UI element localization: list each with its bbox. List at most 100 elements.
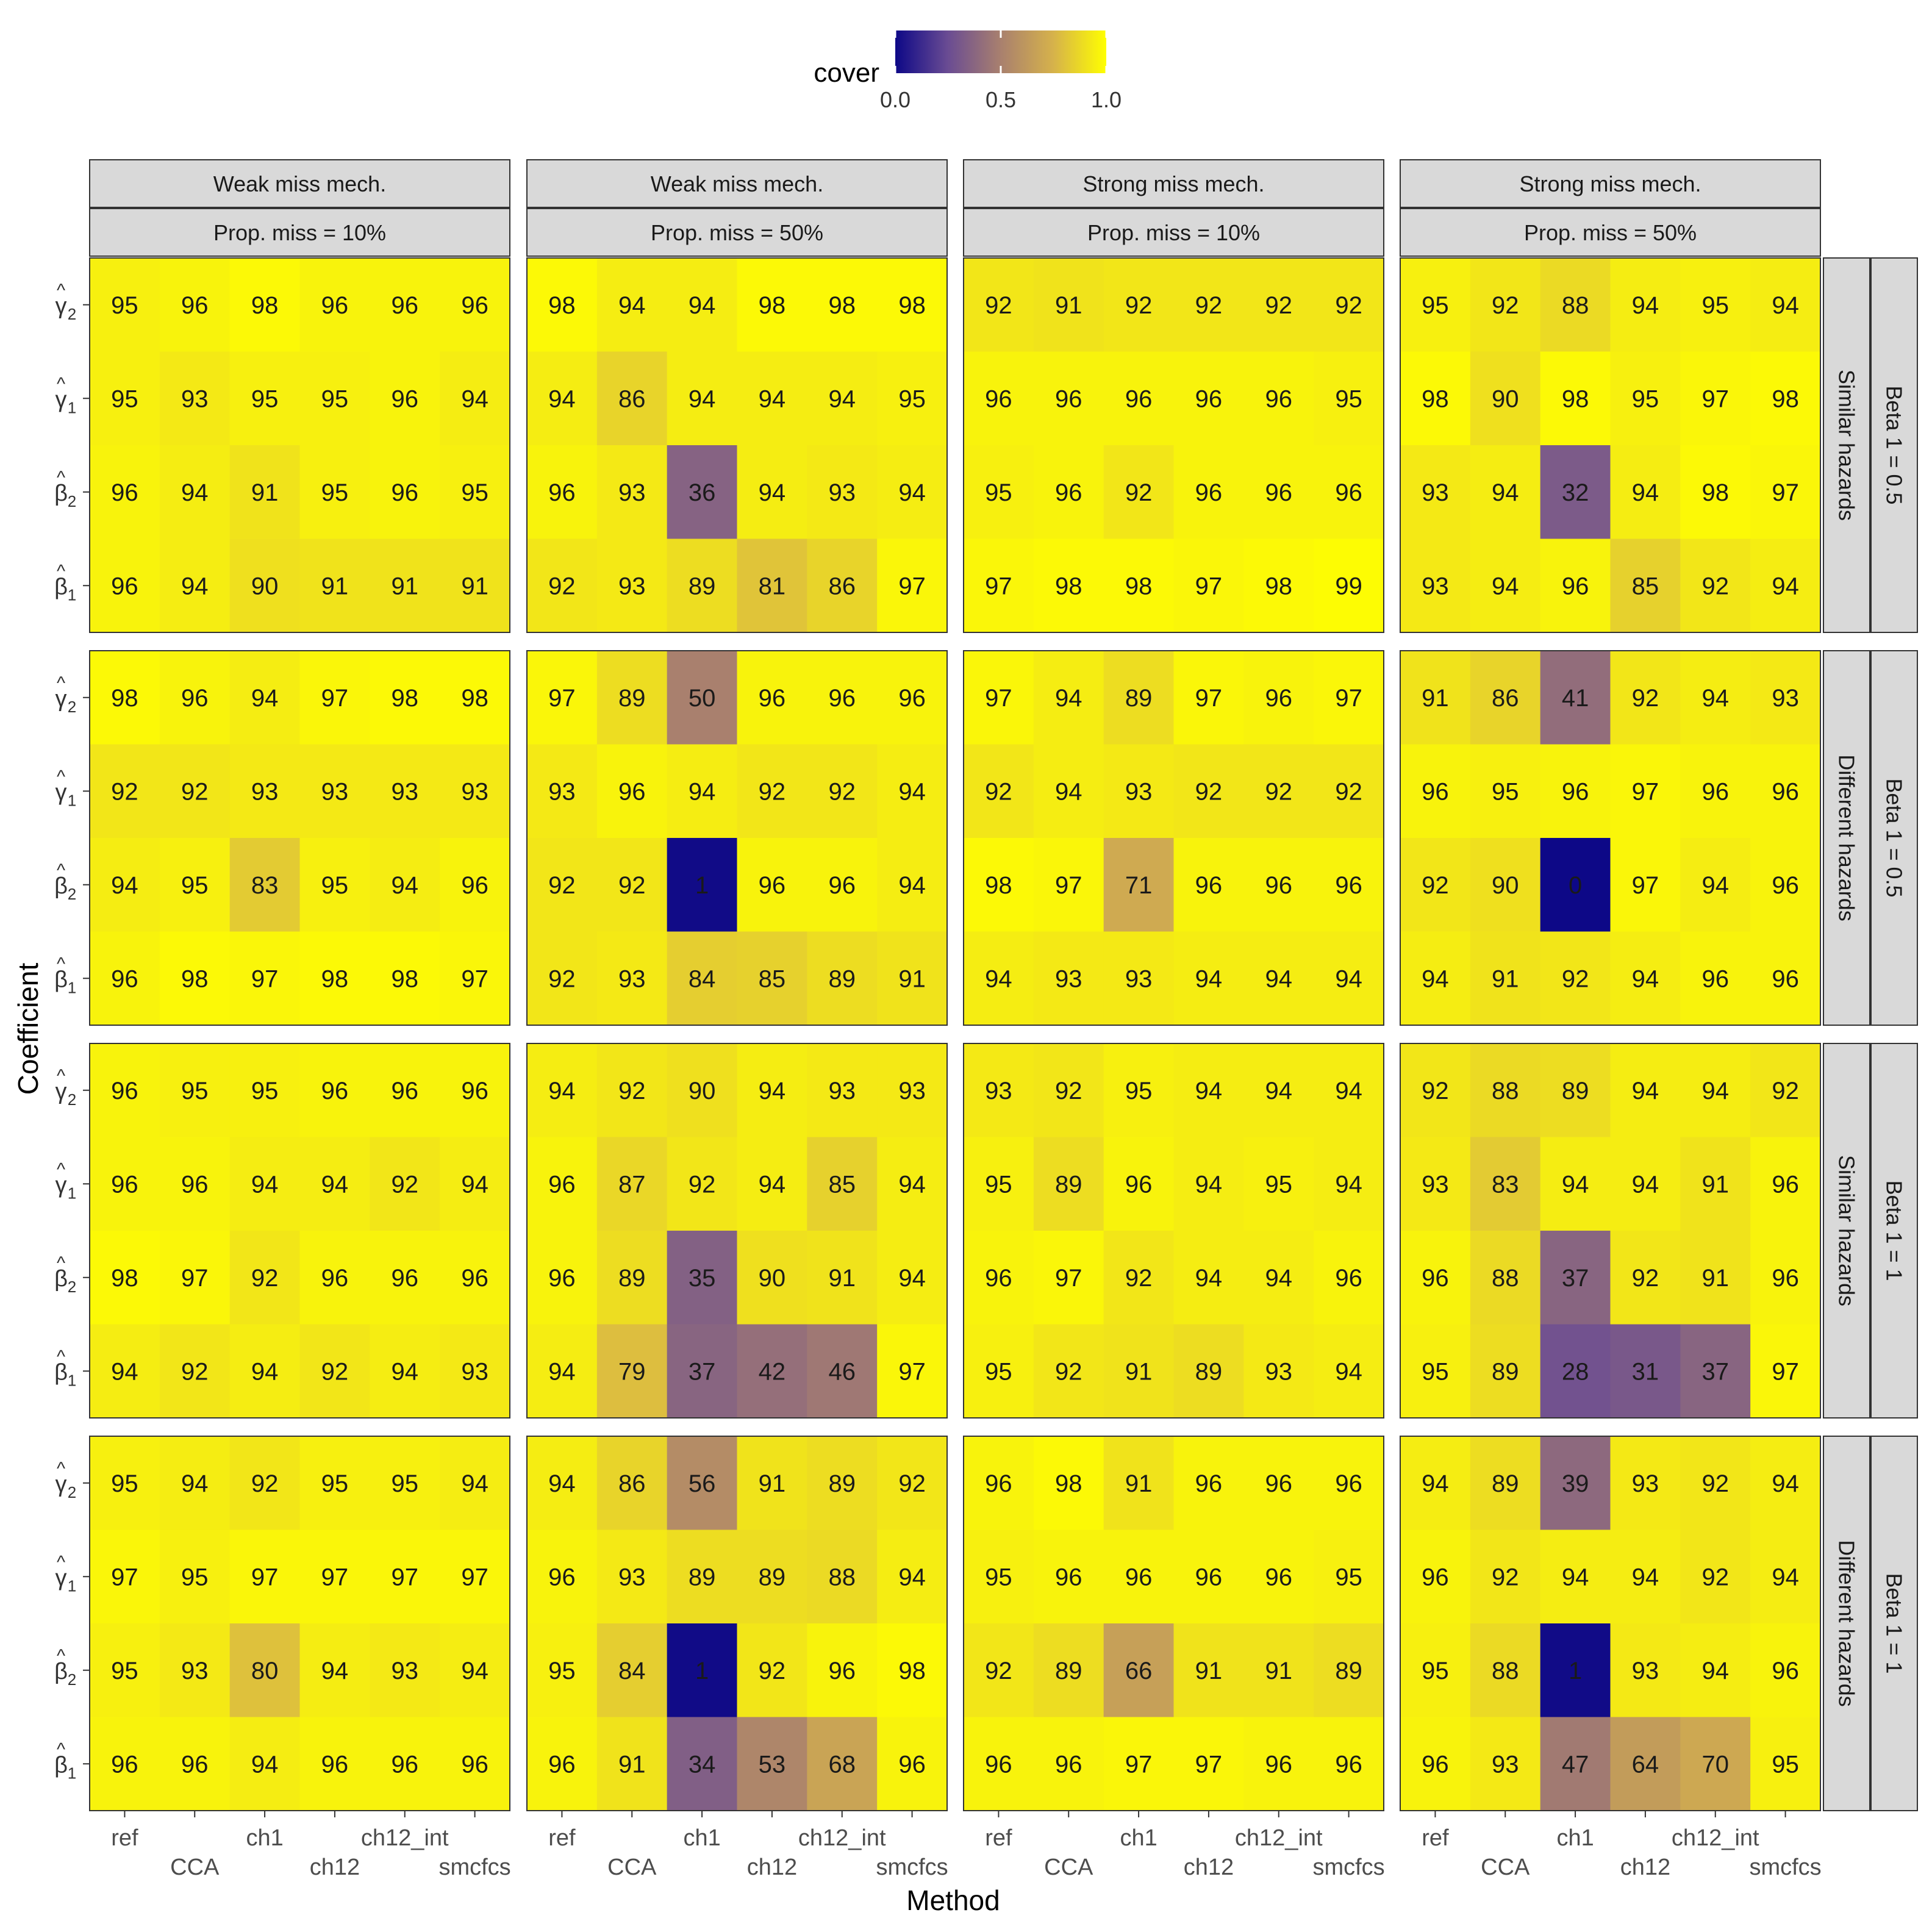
heatmap-cell — [1243, 1623, 1314, 1717]
heatmap-cell — [229, 1137, 300, 1231]
heatmap-cell — [229, 1623, 300, 1717]
heatmap-panel: 94 89 39 93 92 94 96 92 94 94 92 94 95 88 1 93 94 96 96 93 4… — [1400, 1436, 1821, 1811]
cell-value-label: 93 — [1125, 778, 1153, 805]
cell-value-label: 94 — [251, 685, 279, 712]
y-tick-label-subscript: 2 — [68, 698, 76, 716]
heatmap-cell — [1314, 1436, 1384, 1530]
cell-value-label: 93 — [461, 778, 488, 805]
column-strip-mech-label: Strong miss mech. — [1519, 171, 1701, 196]
y-axis-title: Coefficient — [12, 963, 44, 1095]
heatmap-cell — [964, 1436, 1034, 1530]
x-tick-label: ch12 — [310, 1855, 360, 1880]
cell-value-label: 93 — [829, 1078, 856, 1104]
legend-title: cover — [814, 58, 879, 88]
cell-value-label: 94 — [898, 1564, 926, 1590]
heatmap-cell — [1173, 1043, 1244, 1137]
heatmap-cell — [877, 351, 948, 446]
cell-value-label: 89 — [1562, 1078, 1589, 1104]
heatmap-cell — [1173, 1717, 1244, 1811]
cell-value-label: 97 — [1195, 685, 1223, 712]
cell-value-label: 96 — [111, 1751, 138, 1778]
heatmap-cell — [1540, 1231, 1611, 1325]
heatmap-cell — [1750, 651, 1821, 745]
cell-value-label: 94 — [1702, 872, 1730, 899]
cell-value-label: 95 — [321, 385, 349, 412]
heatmap-cell — [1750, 1137, 1821, 1231]
cell-value-label: 95 — [1335, 385, 1362, 412]
heatmap-cell — [229, 838, 300, 932]
cell-value-label: 94 — [985, 965, 1012, 992]
heatmap-cell — [807, 1530, 878, 1624]
heatmap-cell — [370, 1717, 440, 1811]
heatmap-panel: 95 94 92 95 95 94 97 95 97 97 97 97 95 93 80 94 93 94 96 96… — [89, 1436, 510, 1811]
heatmap-cell — [1243, 1436, 1314, 1530]
heatmap-cell — [596, 744, 668, 839]
y-tick-label-hat: ^ — [57, 954, 65, 974]
heatmap-cell — [1173, 1530, 1244, 1624]
heatmap-cell — [440, 931, 510, 1026]
heatmap-cell — [299, 1530, 370, 1624]
cell-value-label: 94 — [1772, 1564, 1799, 1590]
cell-value-label: 86 — [618, 1470, 646, 1497]
heatmap-cell — [667, 1137, 737, 1231]
cell-value-label: 96 — [1772, 965, 1799, 992]
heatmap-cell — [1680, 931, 1751, 1026]
heatmap-cell — [159, 838, 231, 932]
heatmap-cell — [90, 351, 160, 446]
heatmap-cell — [229, 1436, 300, 1530]
cell-value-label: 94 — [1195, 1171, 1223, 1198]
cell-value-label: 93 — [1055, 965, 1082, 992]
cell-value-label: 89 — [689, 573, 716, 599]
heatmap-cell — [1470, 1324, 1541, 1419]
heatmap-cell — [1540, 1530, 1611, 1624]
heatmap-cell — [1243, 1043, 1314, 1137]
cell-value-label: 93 — [618, 479, 646, 506]
cell-value-label: 95 — [111, 292, 138, 319]
y-tick-label-hat: ^ — [57, 1552, 65, 1572]
cell-value-label: 94 — [321, 1658, 349, 1684]
cell-value-label: 96 — [321, 1265, 349, 1292]
column-strip-mech-label: Strong miss mech. — [1082, 171, 1264, 196]
panel-border — [526, 257, 948, 633]
heatmap-cell — [1400, 538, 1471, 633]
cell-value-label: 94 — [321, 1171, 349, 1198]
cell-value-label: 93 — [1422, 479, 1449, 506]
cell-value-label: 96 — [392, 1751, 419, 1778]
heatmap-cell — [440, 445, 510, 539]
y-tick-label: γ — [55, 1472, 67, 1497]
y-tick-label-hat: ^ — [57, 860, 65, 881]
cell-value-label: 96 — [1702, 965, 1730, 992]
heatmap-cell — [90, 744, 160, 839]
heatmap-cell — [1103, 1623, 1174, 1717]
heatmap-cell — [1540, 1324, 1611, 1419]
heatmap-cell — [370, 1324, 440, 1419]
cell-value-label: 94 — [548, 1470, 576, 1497]
cell-value-label: 98 — [829, 292, 856, 319]
row-strip-hazards-label: Similar hazards — [1834, 370, 1859, 521]
row-strips: Similar hazards Beta 1 = 0.5 Different haz… — [1823, 257, 1918, 1811]
cell-value-label: 96 — [985, 385, 1012, 412]
heatmap-cell — [1470, 1043, 1541, 1137]
cell-value-label: 94 — [1632, 479, 1659, 506]
heatmap-cell — [527, 651, 598, 745]
heatmap-cell — [1243, 1530, 1314, 1624]
heatmap-cell — [1243, 445, 1314, 539]
cell-value-label: 96 — [461, 1265, 488, 1292]
panel-border — [526, 650, 948, 1026]
heatmap-cell — [527, 838, 598, 932]
heatmap-cell — [737, 538, 807, 633]
heatmap-cell — [737, 1623, 807, 1717]
cell-value-label: 94 — [181, 479, 209, 506]
heatmap-cell — [1400, 351, 1471, 446]
heatmap-cell — [440, 1231, 510, 1325]
heatmap-cell — [1314, 1530, 1384, 1624]
heatmap-cell — [527, 351, 598, 446]
heatmap-cell — [807, 651, 878, 745]
x-tick-label: smcfcs — [1312, 1855, 1384, 1880]
heatmap-cell — [1610, 931, 1681, 1026]
cell-value-label: 94 — [111, 872, 138, 899]
cell-value-label: 94 — [1492, 573, 1519, 599]
heatmap-cell — [1750, 1324, 1821, 1419]
cell-value-label: 96 — [1265, 872, 1293, 899]
